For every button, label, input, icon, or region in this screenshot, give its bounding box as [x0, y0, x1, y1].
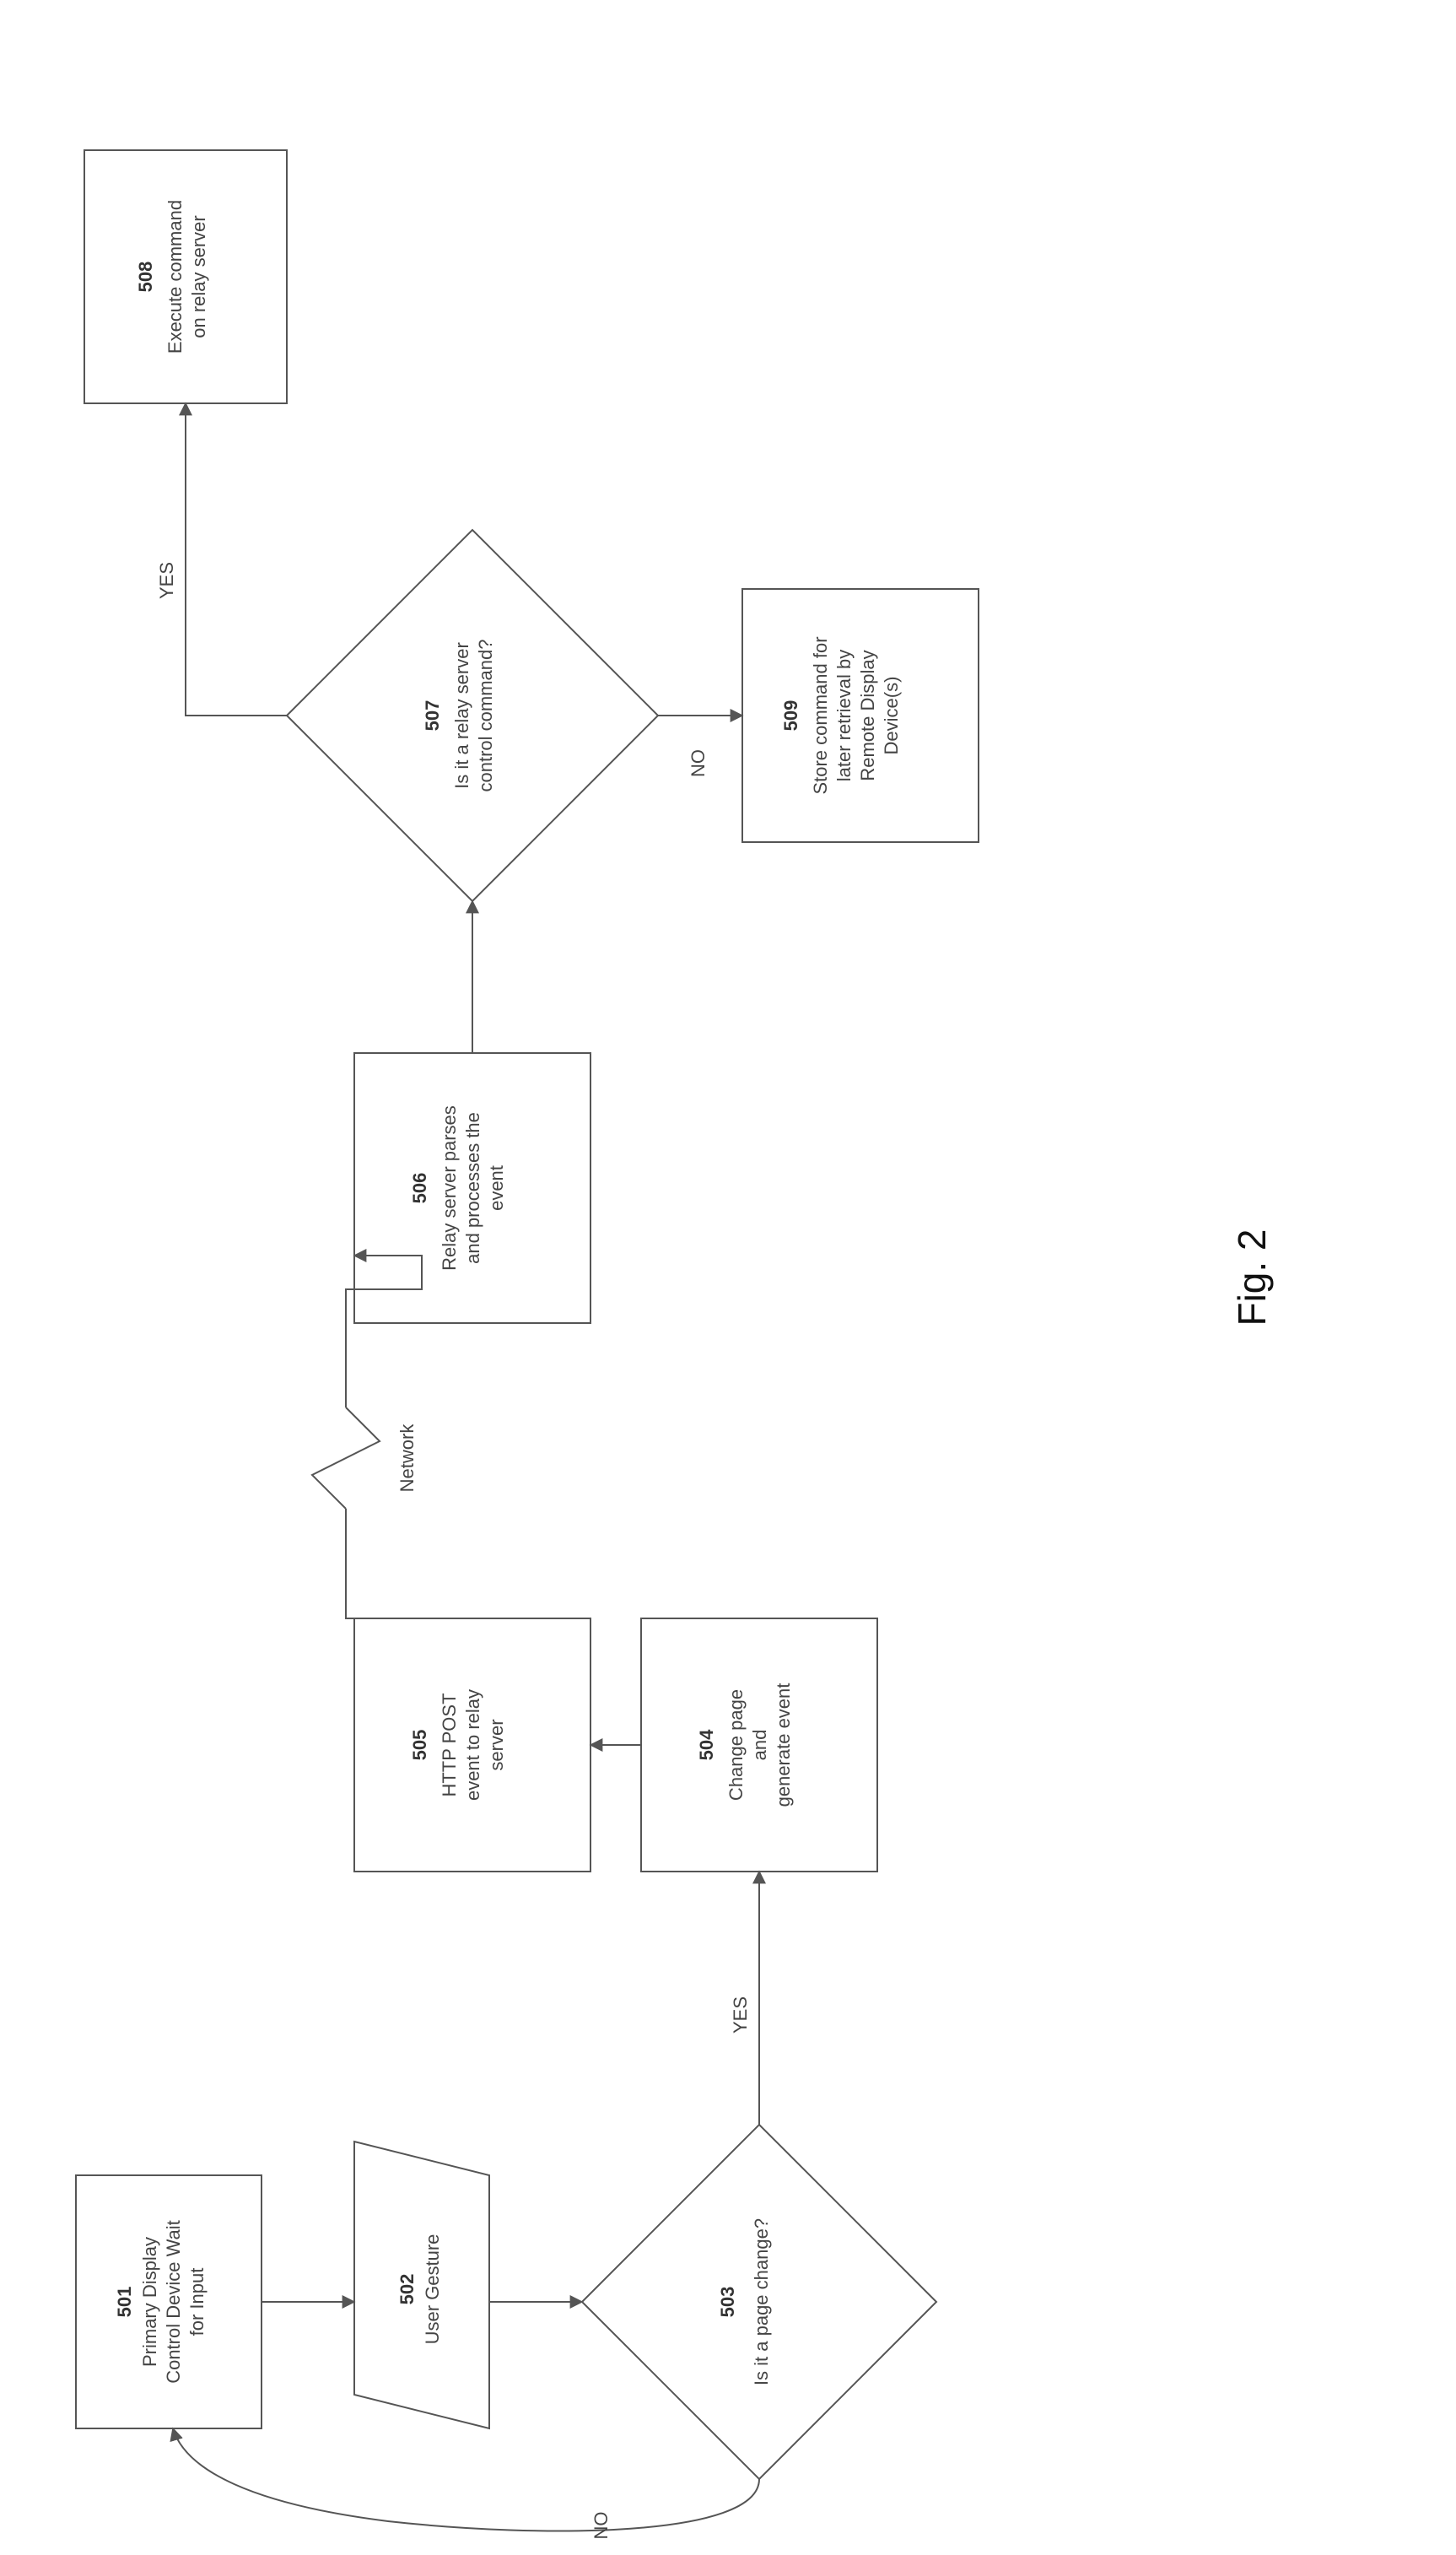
node-501: 501 Primary Display Control Device Wait … — [76, 2175, 262, 2428]
node-507-id: 507 — [422, 700, 443, 732]
edge-505-506: Network — [312, 1256, 422, 1618]
node-501-line1: Primary Display — [139, 2237, 160, 2367]
node-505-line1: HTTP POST — [439, 1693, 460, 1796]
node-509-line4: Device(s) — [881, 677, 902, 755]
node-502-line1: User Gesture — [422, 2234, 443, 2345]
node-505-id: 505 — [409, 1730, 430, 1761]
figure-canvas: YES NO Network — [0, 0, 1456, 2555]
node-502: 502 User Gesture — [354, 2142, 489, 2428]
node-508: 508 Execute command on relay server — [84, 150, 287, 403]
node-505-line3: server — [486, 1719, 507, 1770]
node-509-line3: Remote Display — [857, 650, 878, 781]
edge-503-504: YES — [730, 1872, 759, 2125]
node-503: 503 Is it a page change? — [582, 2125, 936, 2479]
node-509: 509 Store command for later retrieval by… — [742, 589, 979, 842]
edge-507-509: NO — [658, 716, 742, 777]
node-504-id: 504 — [696, 1729, 717, 1760]
node-503-line1: Is it a page change? — [751, 2218, 772, 2385]
edge-507-508: YES — [156, 403, 287, 716]
node-504-line3: generate event — [773, 1683, 794, 1807]
node-505-line2: event to relay — [462, 1689, 483, 1801]
node-509-line1: Store command for — [810, 636, 831, 794]
node-501-id: 501 — [114, 2287, 135, 2318]
node-502-id: 502 — [396, 2274, 418, 2305]
edge-505-506-label: Network — [396, 1423, 418, 1493]
node-501-line2: Control Device Wait — [163, 2220, 184, 2384]
flowchart-svg: YES NO Network — [0, 0, 1456, 2555]
node-509-line2: later retrieval by — [833, 650, 855, 782]
node-507-line1: Is it a relay server — [451, 642, 472, 789]
node-504: 504 Change page and generate event — [641, 1618, 877, 1872]
node-508-line2: on relay server — [188, 215, 209, 338]
node-506-line2: and processes the — [462, 1112, 483, 1264]
node-506: 506 Relay server parses and processes th… — [354, 1053, 590, 1323]
node-506-line3: event — [486, 1165, 507, 1211]
edge-503-504-label: YES — [730, 1996, 751, 2034]
node-504-line1: Change page — [725, 1689, 747, 1801]
node-505: 505 HTTP POST event to relay server — [354, 1618, 590, 1872]
node-507-line2: control command? — [475, 640, 496, 792]
edge-503-501-label: NO — [590, 2512, 612, 2540]
node-501-line3: for Input — [186, 2268, 208, 2336]
edge-503-501: NO — [173, 2428, 759, 2540]
node-508-line1: Execute command — [164, 200, 186, 354]
node-508-id: 508 — [135, 262, 156, 293]
rotated-layout: YES NO Network — [0, 0, 1456, 2555]
node-506-line1: Relay server parses — [439, 1105, 460, 1271]
edge-507-508-label: YES — [156, 562, 177, 599]
figure-caption: Fig. 2 — [1230, 1229, 1274, 1326]
node-504-line2: and — [749, 1730, 770, 1761]
node-507: 507 Is it a relay server control command… — [287, 530, 658, 901]
node-509-id: 509 — [780, 700, 801, 732]
edge-507-509-label: NO — [688, 749, 709, 777]
node-503-id: 503 — [717, 2287, 738, 2318]
node-506-id: 506 — [409, 1173, 430, 1204]
